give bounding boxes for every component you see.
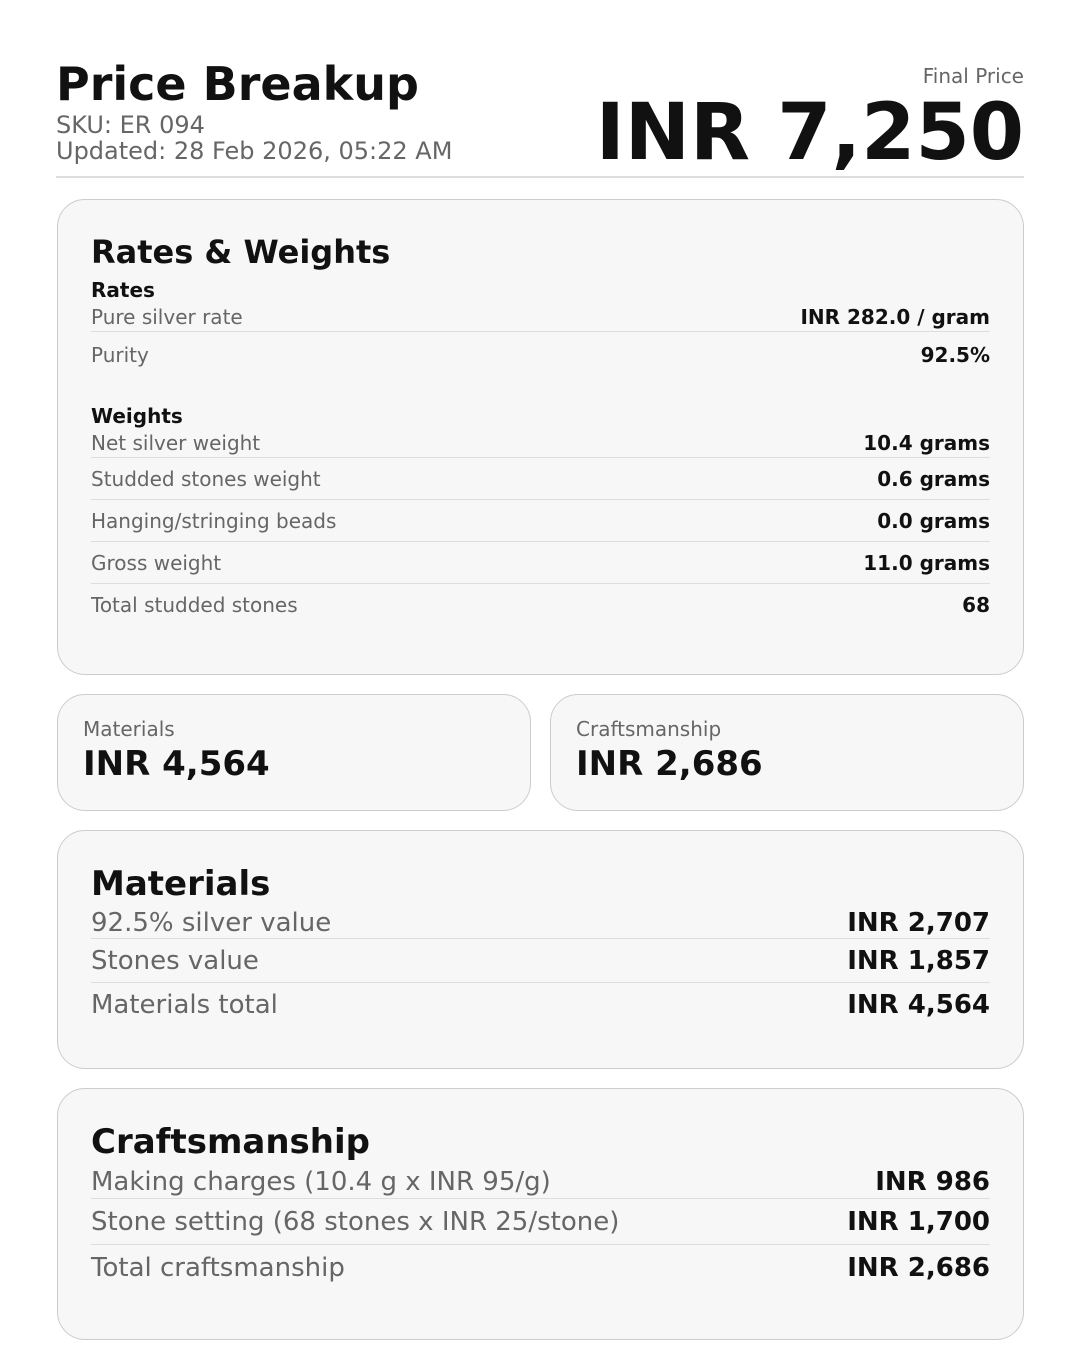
final-price-label: Final Price bbox=[922, 64, 1024, 88]
materials-row: Materials total INR 4,564 bbox=[91, 990, 990, 1020]
materials-title: Materials bbox=[91, 864, 271, 904]
page-title: Price Breakup bbox=[56, 57, 419, 111]
weight-row: Net silver weight 10.4 grams bbox=[91, 428, 990, 458]
materials-card: Materials 92.5% silver value INR 2,707 St… bbox=[57, 830, 1024, 1069]
weights-heading: Weights bbox=[91, 404, 183, 428]
materials-row: Stones value INR 1,857 bbox=[91, 939, 990, 983]
weights-list: Net silver weight 10.4 grams Studded ston… bbox=[91, 428, 990, 626]
materials-summary-card: Materials INR 4,564 bbox=[57, 694, 531, 811]
rates-weights-card: Rates & Weights Rates Pure silver rate IN… bbox=[57, 199, 1024, 675]
craftsmanship-row: Stone setting (68 stones x INR 25/stone)… bbox=[91, 1199, 990, 1245]
final-price-value: INR 7,250 bbox=[595, 88, 1024, 178]
craftsmanship-row: Total craftsmanship INR 2,686 bbox=[91, 1253, 990, 1283]
rates-list: Pure silver rate INR 282.0 / gram Purity 9… bbox=[91, 302, 990, 376]
weight-row: Total studded stones 68 bbox=[91, 593, 990, 617]
craftsmanship-title: Craftsmanship bbox=[91, 1122, 370, 1162]
summary-value: INR 4,564 bbox=[83, 744, 270, 784]
summary-value: INR 2,686 bbox=[576, 744, 763, 784]
sku: SKU: ER 094 bbox=[56, 111, 205, 139]
summary-label: Craftsmanship bbox=[576, 717, 722, 741]
materials-row: 92.5% silver value INR 2,707 bbox=[91, 907, 990, 939]
weight-row: Gross weight 11.0 grams bbox=[91, 542, 990, 584]
weight-row: Studded stones weight 0.6 grams bbox=[91, 458, 990, 500]
rate-row: Pure silver rate INR 282.0 / gram bbox=[91, 302, 990, 332]
rates-heading: Rates bbox=[91, 278, 155, 302]
divider bbox=[56, 176, 1024, 178]
craftsmanship-row: Making charges (10.4 g x INR 95/g) INR 98… bbox=[91, 1165, 990, 1199]
weight-row: Hanging/stringing beads 0.0 grams bbox=[91, 500, 990, 542]
rates-weights-title: Rates & Weights bbox=[91, 233, 391, 271]
summary-label: Materials bbox=[83, 717, 175, 741]
craftsmanship-card: Craftsmanship Making charges (10.4 g x I… bbox=[57, 1088, 1024, 1340]
rate-row: Purity 92.5% bbox=[91, 343, 990, 367]
craftsmanship-summary-card: Craftsmanship INR 2,686 bbox=[550, 694, 1024, 811]
updated-timestamp: Updated: 28 Feb 2026, 05:22 AM bbox=[56, 137, 453, 165]
